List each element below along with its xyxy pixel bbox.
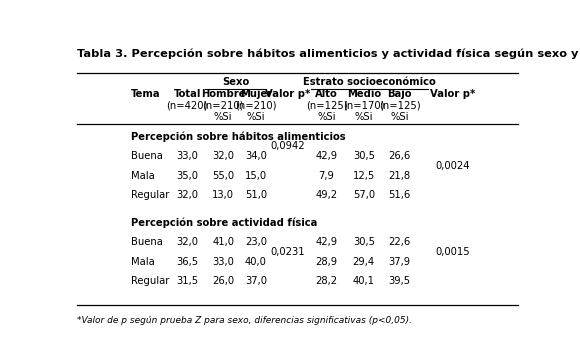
Text: (n=420): (n=420) xyxy=(166,100,208,110)
Text: 32,0: 32,0 xyxy=(212,151,234,161)
Text: 26,0: 26,0 xyxy=(212,276,234,286)
Text: Regular: Regular xyxy=(131,190,169,200)
Text: 0,0015: 0,0015 xyxy=(435,247,470,257)
Text: 13,0: 13,0 xyxy=(212,190,234,200)
Text: 28,9: 28,9 xyxy=(316,256,338,266)
Text: %Si: %Si xyxy=(246,112,265,122)
Text: 42,9: 42,9 xyxy=(316,151,338,161)
Text: %Si: %Si xyxy=(354,112,373,122)
Text: 0,0942: 0,0942 xyxy=(270,141,304,151)
Text: Valor p*: Valor p* xyxy=(264,89,310,99)
Text: (n=125): (n=125) xyxy=(379,100,420,110)
Text: 41,0: 41,0 xyxy=(212,237,234,247)
Text: 29,4: 29,4 xyxy=(353,256,375,266)
Text: 57,0: 57,0 xyxy=(353,190,375,200)
Text: 55,0: 55,0 xyxy=(212,170,234,180)
Text: Percepción sobre hábitos alimenticios: Percepción sobre hábitos alimenticios xyxy=(131,131,346,142)
Text: 37,0: 37,0 xyxy=(245,276,267,286)
Text: Buena: Buena xyxy=(131,237,163,247)
Text: 33,0: 33,0 xyxy=(212,256,234,266)
Text: 26,6: 26,6 xyxy=(389,151,411,161)
Text: Total: Total xyxy=(173,89,201,99)
Text: (n=125): (n=125) xyxy=(306,100,347,110)
Text: Bajo: Bajo xyxy=(387,89,412,99)
Text: 21,8: 21,8 xyxy=(389,170,411,180)
Text: (n=210): (n=210) xyxy=(235,100,277,110)
Text: 7,9: 7,9 xyxy=(318,170,335,180)
Text: 0,0024: 0,0024 xyxy=(435,161,470,171)
Text: %Si: %Si xyxy=(214,112,233,122)
Text: Percepción sobre actividad física: Percepción sobre actividad física xyxy=(131,217,317,228)
Text: (n=170): (n=170) xyxy=(343,100,385,110)
Text: 51,6: 51,6 xyxy=(389,190,411,200)
Text: Alto: Alto xyxy=(315,89,338,99)
Text: 36,5: 36,5 xyxy=(176,256,198,266)
Text: 34,0: 34,0 xyxy=(245,151,267,161)
Text: %Si: %Si xyxy=(390,112,409,122)
Text: Hombre: Hombre xyxy=(201,89,245,99)
Text: 31,5: 31,5 xyxy=(176,276,198,286)
Text: 28,2: 28,2 xyxy=(316,276,338,286)
Text: 23,0: 23,0 xyxy=(245,237,267,247)
Text: Buena: Buena xyxy=(131,151,163,161)
Text: Mala: Mala xyxy=(131,170,155,180)
Text: 22,6: 22,6 xyxy=(389,237,411,247)
Text: 0,0231: 0,0231 xyxy=(270,247,304,257)
Text: *Valor de p según prueba Z para sexo, diferencias significativas (p<0,05).: *Valor de p según prueba Z para sexo, di… xyxy=(77,315,412,324)
Text: (n=210): (n=210) xyxy=(202,100,244,110)
Text: 49,2: 49,2 xyxy=(316,190,338,200)
Text: 35,0: 35,0 xyxy=(176,170,198,180)
Text: Sexo: Sexo xyxy=(222,77,249,87)
Text: 40,1: 40,1 xyxy=(353,276,375,286)
Text: 33,0: 33,0 xyxy=(176,151,198,161)
Text: Medio: Medio xyxy=(347,89,381,99)
Text: 30,5: 30,5 xyxy=(353,151,375,161)
Text: 42,9: 42,9 xyxy=(316,237,338,247)
Text: 32,0: 32,0 xyxy=(176,237,198,247)
Text: 15,0: 15,0 xyxy=(245,170,267,180)
Text: Estrato socioeconómico: Estrato socioeconómico xyxy=(303,77,436,87)
Text: Valor p*: Valor p* xyxy=(430,89,475,99)
Text: %Si: %Si xyxy=(317,112,336,122)
Text: 30,5: 30,5 xyxy=(353,237,375,247)
Text: Tabla 3. Percepción sobre hábitos alimenticios y actividad física según sexo y e: Tabla 3. Percepción sobre hábitos alimen… xyxy=(77,48,580,59)
Text: 51,0: 51,0 xyxy=(245,190,267,200)
Text: 40,0: 40,0 xyxy=(245,256,267,266)
Text: 12,5: 12,5 xyxy=(353,170,375,180)
Text: Tema: Tema xyxy=(131,89,161,99)
Text: Regular: Regular xyxy=(131,276,169,286)
Text: 37,9: 37,9 xyxy=(389,256,411,266)
Text: Mala: Mala xyxy=(131,256,155,266)
Text: Mujer: Mujer xyxy=(240,89,272,99)
Text: 32,0: 32,0 xyxy=(176,190,198,200)
Text: 39,5: 39,5 xyxy=(389,276,411,286)
